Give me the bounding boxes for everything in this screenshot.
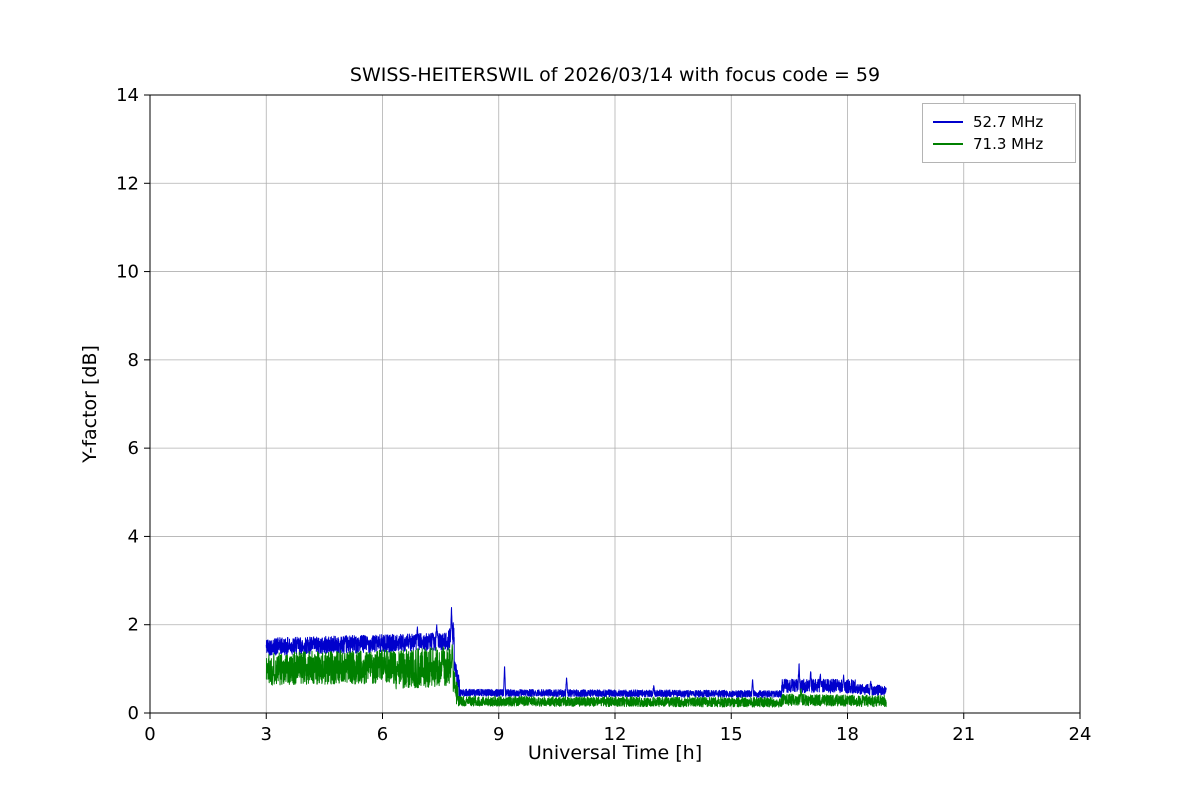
y-axis-label: Y-factor [dB] [79, 345, 101, 463]
x-tick-label: 12 [604, 724, 627, 745]
x-tick-label: 0 [144, 724, 155, 745]
legend-line-swatch-series-0 [933, 121, 963, 123]
x-tick-label: 6 [377, 724, 388, 745]
legend: 52.7 MHz 71.3 MHz [922, 103, 1076, 163]
y-tick-label: 8 [128, 350, 139, 371]
x-tick-label: 3 [261, 724, 272, 745]
legend-entry: 52.7 MHz [933, 111, 1063, 133]
x-tick-label: 24 [1069, 724, 1092, 745]
legend-entry: 71.3 MHz [933, 133, 1063, 155]
y-tick-label: 14 [116, 85, 139, 106]
chart-title: SWISS-HEITERSWIL of 2026/03/14 with focu… [349, 64, 881, 86]
y-tick-label: 10 [116, 262, 139, 283]
x-tick-label: 18 [836, 724, 859, 745]
y-tick-label: 12 [116, 173, 139, 194]
x-tick-label: 21 [952, 724, 975, 745]
y-tick-label: 2 [128, 615, 139, 636]
y-tick-label: 0 [128, 703, 139, 724]
y-tick-label: 6 [128, 438, 139, 459]
legend-line-swatch-series-1 [933, 143, 963, 145]
legend-label-series-1: 71.3 MHz [973, 135, 1044, 153]
series-line-1 [265, 644, 887, 708]
x-axis-label: Universal Time [h] [527, 742, 703, 764]
x-tick-label: 9 [493, 724, 504, 745]
x-tick-label: 15 [720, 724, 743, 745]
series-line-0 [265, 606, 887, 700]
legend-label-series-0: 52.7 MHz [973, 113, 1044, 131]
y-tick-label: 4 [128, 526, 139, 547]
